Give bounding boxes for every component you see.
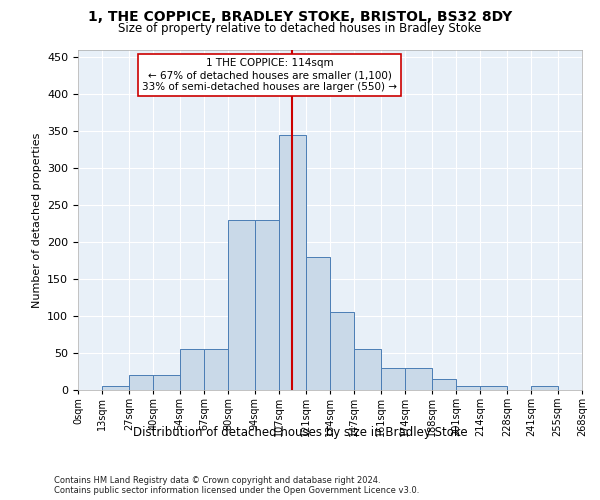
Bar [229,220,255,390]
Bar [355,350,381,390]
Text: Contains HM Land Registry data © Crown copyright and database right 2024.: Contains HM Land Registry data © Crown c… [54,476,380,485]
Text: Contains public sector information licensed under the Open Government Licence v3: Contains public sector information licen… [54,486,419,495]
Y-axis label: Number of detached properties: Number of detached properties [32,132,41,308]
Bar [405,368,431,390]
Text: Distribution of detached houses by size in Bradley Stoke: Distribution of detached houses by size … [133,426,467,439]
Bar [531,386,557,390]
Bar [330,312,355,390]
Bar [279,135,305,390]
Bar [179,350,204,390]
Bar [129,375,153,390]
Bar [431,379,456,390]
Bar [204,350,229,390]
Text: 1 THE COPPICE: 114sqm
← 67% of detached houses are smaller (1,100)
33% of semi-d: 1 THE COPPICE: 114sqm ← 67% of detached … [142,58,397,92]
Bar [103,386,129,390]
Bar [153,375,179,390]
Text: 1, THE COPPICE, BRADLEY STOKE, BRISTOL, BS32 8DY: 1, THE COPPICE, BRADLEY STOKE, BRISTOL, … [88,10,512,24]
Bar [381,368,405,390]
Bar [481,386,507,390]
Bar [305,257,330,390]
Bar [456,386,481,390]
Text: Size of property relative to detached houses in Bradley Stoke: Size of property relative to detached ho… [118,22,482,35]
Bar [255,220,279,390]
